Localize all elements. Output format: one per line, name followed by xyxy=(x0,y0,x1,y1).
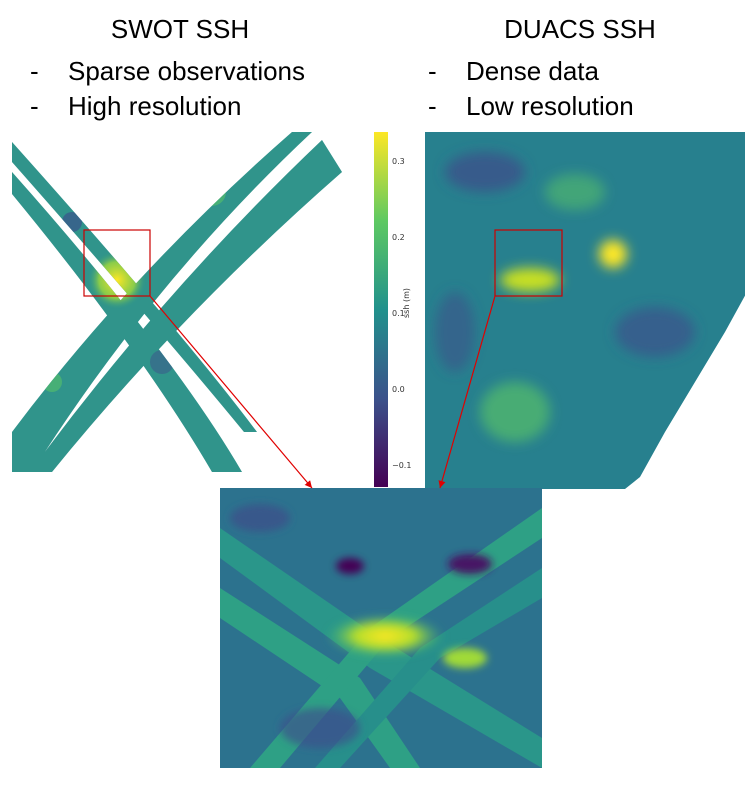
duacs-map xyxy=(425,132,745,489)
colorbar-tick: 0.1 xyxy=(392,309,405,318)
swot-bullet-text: Sparse observations xyxy=(68,56,306,86)
swot-bullet-text: High resolution xyxy=(68,91,242,121)
colorbar-axis-label: ssh (m) xyxy=(402,288,411,318)
bullet-marker: - xyxy=(30,91,39,121)
bullet-marker: - xyxy=(30,56,39,86)
colorbar-tick-labels: 0.3 0.2 0.1 0.0 −0.1 xyxy=(392,132,432,487)
bullet-marker: - xyxy=(428,56,437,86)
swot-heading: SWOT SSH xyxy=(110,14,250,44)
colorbar-tick: −0.1 xyxy=(392,461,412,470)
ssh-colorbar xyxy=(374,132,388,487)
duacs-bullet: - Low resolution xyxy=(428,91,634,122)
swot-swath-map xyxy=(12,132,342,472)
bullet-marker: - xyxy=(428,91,437,121)
colorbar-tick: 0.0 xyxy=(392,385,405,394)
duacs-heading: DUACS SSH xyxy=(504,14,656,44)
duacs-highlight-box xyxy=(494,229,563,297)
duacs-bullet-text: Dense data xyxy=(466,56,599,86)
colorbar-tick: 0.2 xyxy=(392,233,405,242)
colorbar-tick: 0.3 xyxy=(392,157,405,166)
duacs-bullet: - Dense data xyxy=(428,56,599,87)
swot-highlight-box xyxy=(83,229,151,297)
duacs-bullet-text: Low resolution xyxy=(466,91,634,121)
swot-bullet: - Sparse observations xyxy=(30,56,305,87)
swot-bullet: - High resolution xyxy=(30,91,241,122)
zoomed-swot-map xyxy=(220,488,542,768)
